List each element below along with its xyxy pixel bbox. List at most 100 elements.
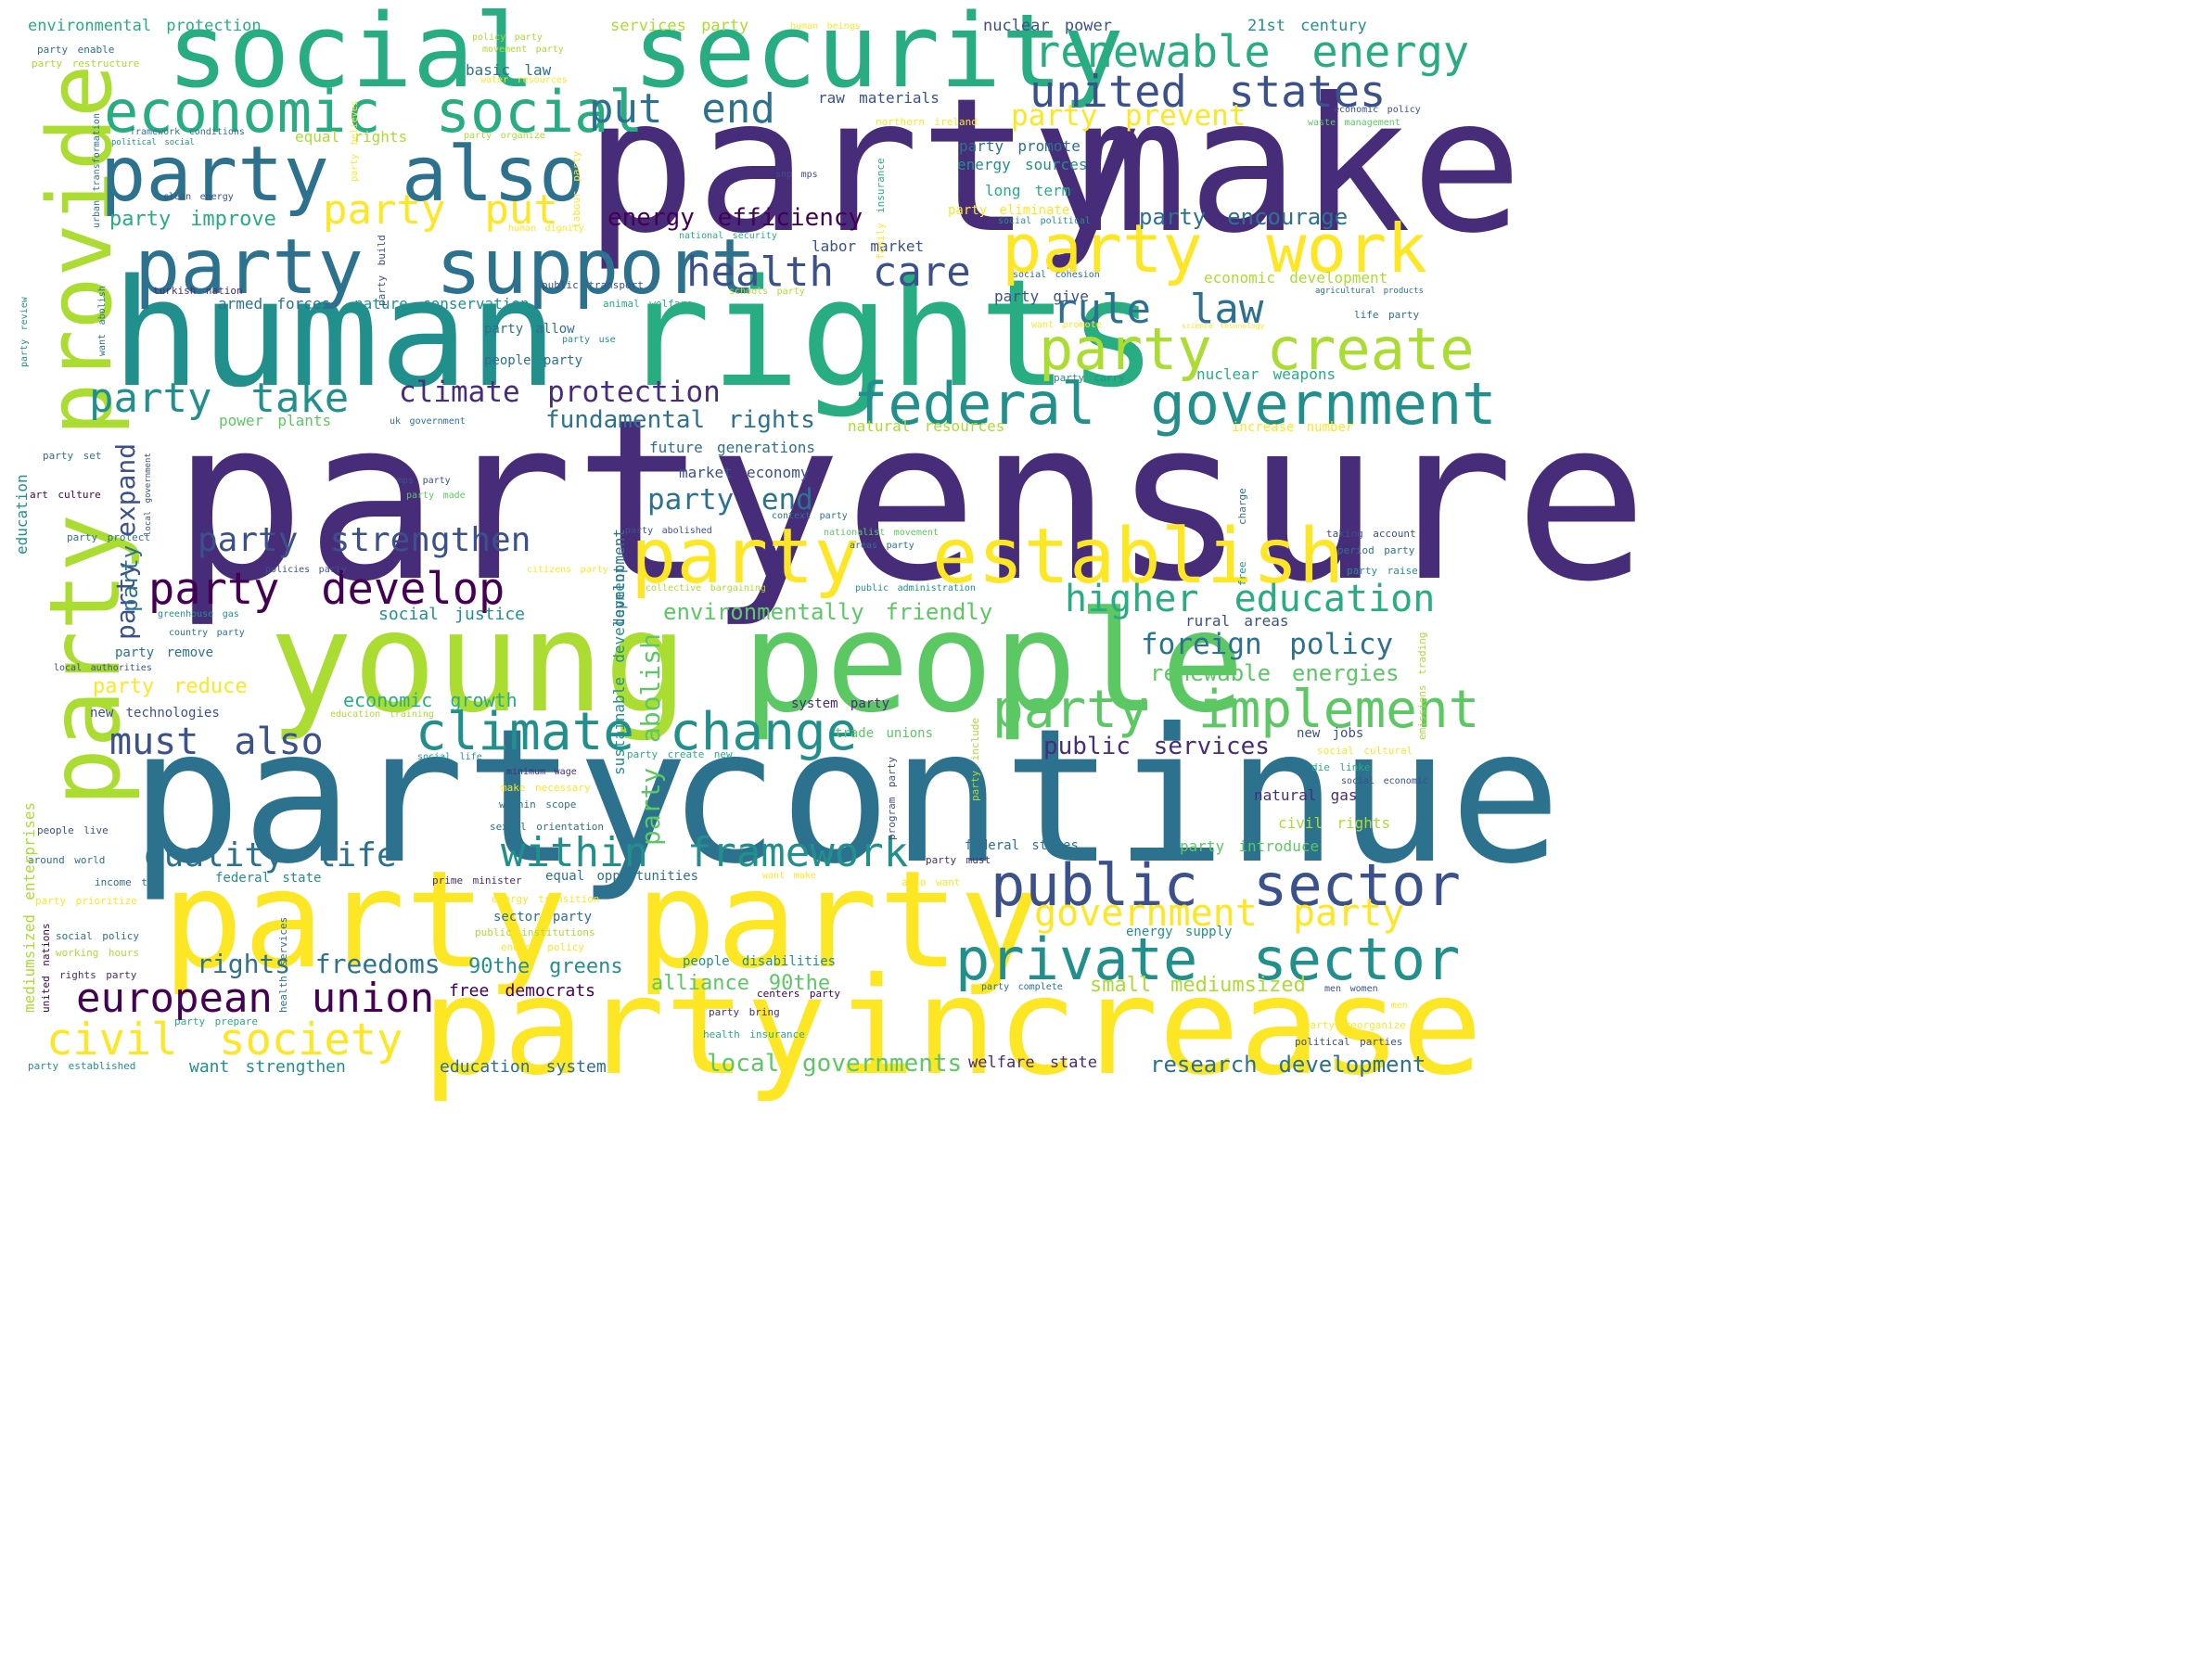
word-local-government-vertical[interactable]: local government — [144, 453, 153, 536]
word-trade-unions[interactable]: trade unions — [835, 726, 934, 741]
word-energy-efficiency[interactable]: energy efficiency — [607, 204, 863, 232]
word-future-generations[interactable]: future generations — [649, 439, 815, 456]
word-rule-law[interactable]: rule law — [1053, 286, 1264, 333]
word-minimum-wage[interactable]: minimum wage — [506, 767, 577, 777]
word-urban-transformation-vertical[interactable]: urban transformation — [92, 113, 102, 228]
word-charge-vertical[interactable]: charge — [1236, 488, 1248, 525]
word-citizens-party[interactable]: citizens party — [527, 565, 608, 575]
word-party-4[interactable]: party — [162, 842, 568, 999]
word-party-complete[interactable]: party complete — [981, 982, 1063, 992]
word-party-organize[interactable]: party organize — [464, 131, 545, 141]
word-natural-resources[interactable]: natural resources — [848, 417, 1005, 435]
word-waste-management[interactable]: waste management — [1308, 118, 1400, 128]
word-social-cohesion[interactable]: social cohesion — [1013, 270, 1100, 280]
word-party-implement[interactable]: party implement — [992, 680, 1480, 740]
word-local-authorities[interactable]: local authorities — [54, 663, 152, 673]
word-national-security[interactable]: national security — [679, 231, 777, 241]
word-armed-forces[interactable]: armed forces — [218, 295, 331, 313]
word-public-institutions[interactable]: public institutions — [475, 926, 595, 938]
word-party-strengthen[interactable]: party strengthen — [198, 521, 531, 559]
word-nationalist-movement[interactable]: nationalist movement — [824, 528, 939, 538]
word-party-restructure[interactable]: party restructure — [32, 57, 140, 70]
word-government-party[interactable]: government party — [1034, 892, 1405, 935]
word-want-make[interactable]: want make — [762, 871, 816, 881]
word-fundamental-rights[interactable]: fundamental rights — [545, 406, 815, 434]
word-snp-mps[interactable]: snp mps — [775, 170, 818, 180]
word-party-introduce[interactable]: party introduce — [1180, 837, 1320, 855]
word-greenhouse-gas[interactable]: greenhouse gas — [158, 609, 239, 619]
word-party-protect[interactable]: party protect — [67, 531, 150, 543]
word-free-vertical[interactable]: free — [1236, 561, 1248, 587]
word-economic-growth[interactable]: economic growth — [343, 689, 518, 711]
word-policies-party[interactable]: policies party — [265, 565, 347, 575]
word-party-6[interactable]: party — [422, 949, 827, 1105]
word-raw-materials[interactable]: raw materials — [818, 89, 940, 107]
word-system-party[interactable]: system party — [791, 696, 890, 711]
word-women-men[interactable]: women men — [1354, 1001, 1408, 1011]
word-party-take[interactable]: party take — [89, 375, 350, 422]
word-rights[interactable]: rights — [621, 247, 1157, 420]
word-country-party[interactable]: country party — [169, 628, 245, 638]
word-people-party[interactable]: people party — [484, 353, 583, 368]
word-energy-policy[interactable]: energy policy — [501, 941, 584, 953]
word-around-world[interactable]: around world — [28, 854, 106, 866]
word-schools-party[interactable]: schools party — [729, 287, 805, 297]
word-sector-party[interactable]: sector party — [493, 910, 593, 925]
word-party-reorganize[interactable]: party reorganize — [1304, 1019, 1406, 1031]
word-free-democrats[interactable]: free democrats — [449, 981, 596, 1001]
word-party-reduce[interactable]: party reduce — [93, 675, 248, 698]
word-environmentally-friendly[interactable]: environmentally friendly — [663, 599, 993, 625]
word-climate[interactable]: climate — [416, 702, 635, 762]
word-foreign-policy[interactable]: foreign policy — [1141, 628, 1394, 661]
word-civil-rights[interactable]: civil rights — [1278, 814, 1391, 832]
word-education-training[interactable]: education training — [330, 709, 434, 720]
word-want-abolish-vertical[interactable]: want abolish — [97, 286, 108, 356]
word-human-beings[interactable]: human beings — [790, 21, 861, 32]
word-party-bring[interactable]: party bring — [709, 1006, 780, 1018]
word-party-5[interactable]: party — [635, 842, 1041, 999]
word-alliance-90the[interactable]: alliance 90the — [651, 972, 831, 995]
word-nuclear-weapons[interactable]: nuclear weapons — [1196, 365, 1336, 383]
word-also-want[interactable]: also want — [901, 876, 961, 888]
word-party-work[interactable]: party work — [1002, 210, 1427, 287]
word-economic-development[interactable]: economic development — [1204, 269, 1388, 287]
word-life-party[interactable]: life party — [1354, 309, 1420, 321]
word-within-framework[interactable]: within framework — [501, 829, 909, 876]
word-social-justice[interactable]: social justice — [378, 605, 526, 624]
word-mps-party[interactable]: mps party — [397, 476, 451, 486]
word-social-cultural[interactable]: social cultural — [1317, 745, 1413, 757]
word-party-set[interactable]: party set — [43, 450, 102, 462]
word-policy-party[interactable]: policy party — [472, 32, 543, 43]
word-party-abolished[interactable]: party abolished — [625, 526, 712, 536]
word-education-vertical[interactable]: education — [13, 474, 31, 555]
word-party-eliminate[interactable]: party eliminate — [948, 203, 1070, 218]
word-united-nations-vertical[interactable]: united nations — [40, 923, 52, 1013]
word-party-remove[interactable]: party remove — [115, 645, 214, 660]
word-put-end[interactable]: put end — [589, 85, 775, 133]
word-equal-opportunities[interactable]: equal opportunities — [545, 869, 699, 884]
word-uk-government[interactable]: uk government — [390, 416, 466, 427]
word-education-system[interactable]: education system — [440, 1057, 607, 1077]
word-energy-transition[interactable]: energy transition — [492, 893, 600, 905]
word-power-plants[interactable]: power plants — [219, 412, 332, 429]
word-increase[interactable]: increase — [835, 949, 1483, 1105]
word-northern-ireland[interactable]: northern ireland — [876, 116, 978, 128]
word-people-live[interactable]: people live — [37, 824, 109, 836]
word-environmental-protection[interactable]: environmental protection — [28, 17, 262, 35]
word-people[interactable]: people — [742, 582, 1245, 744]
word-party-create-new[interactable]: party create new — [627, 748, 733, 760]
word-nuclear-power[interactable]: nuclear power — [983, 17, 1113, 35]
word-young[interactable]: young — [269, 582, 688, 744]
word-nature-conservation[interactable]: nature conservation — [354, 295, 530, 313]
word-social-life[interactable]: social life — [417, 752, 482, 762]
word-want-promote[interactable]: want promote — [1031, 320, 1102, 330]
word-party-prioritize[interactable]: party prioritize — [35, 895, 137, 907]
word-new-jobs[interactable]: new jobs — [1297, 726, 1364, 741]
word-party-established[interactable]: party established — [28, 1060, 136, 1072]
word-united-states[interactable]: united states — [1029, 67, 1387, 118]
word-health-services-vertical[interactable]: health services — [277, 916, 289, 1013]
word-water-resources[interactable]: water resources — [480, 75, 568, 85]
word-labor-market[interactable]: labor market — [812, 237, 925, 255]
word-90the-greens[interactable]: 90the greens — [468, 955, 623, 978]
word-energy-sources[interactable]: energy sources — [957, 156, 1088, 173]
